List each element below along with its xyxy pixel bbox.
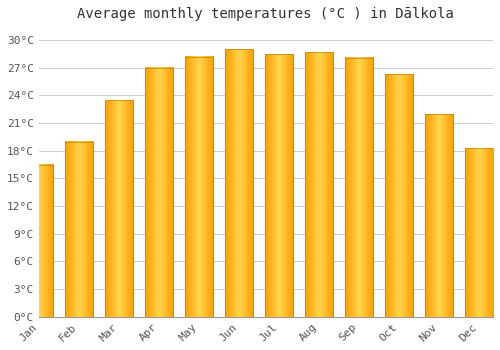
Bar (385, 74, 413, 317)
Bar (185, 57, 213, 317)
Bar (265, 54, 293, 317)
Bar (65, 141, 93, 317)
Bar (425, 114, 453, 317)
Bar (65, 141, 93, 317)
Bar (225, 49, 253, 317)
Bar (105, 100, 133, 317)
Bar (305, 52, 333, 317)
Bar (145, 68, 173, 317)
Bar (465, 148, 493, 317)
Bar (385, 74, 413, 317)
Bar (265, 54, 293, 317)
Bar (345, 58, 373, 317)
Bar (145, 68, 173, 317)
Bar (425, 114, 453, 317)
Bar (305, 52, 333, 317)
Bar (345, 58, 373, 317)
Bar (25, 164, 53, 317)
Bar (25, 164, 53, 317)
Title: Average monthly temperatures (°C ) in Dālkola: Average monthly temperatures (°C ) in Dā… (78, 7, 454, 21)
Bar (225, 49, 253, 317)
Bar (105, 100, 133, 317)
Bar (185, 57, 213, 317)
Bar (465, 148, 493, 317)
